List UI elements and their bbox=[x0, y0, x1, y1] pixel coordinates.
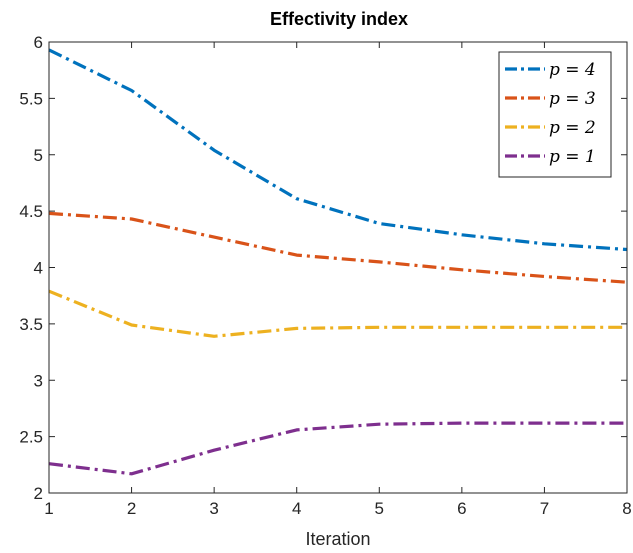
series-line-2 bbox=[48, 211, 628, 284]
axes: 1 2 3 4 5 6 7 822.533.544.555.56 bbox=[19, 33, 631, 518]
x-tick-label: 7 bbox=[540, 499, 549, 518]
y-tick-label: 3 bbox=[34, 371, 43, 390]
y-tick-label: 3.5 bbox=[19, 315, 43, 334]
y-tick-label: 5 bbox=[34, 146, 43, 165]
y-tick-label: 6 bbox=[34, 33, 43, 52]
series-line-4 bbox=[48, 421, 627, 476]
y-tick-label: 2.5 bbox=[19, 428, 43, 447]
legend-label: p = 3 bbox=[549, 89, 596, 109]
x-tick-label: 1 bbox=[44, 499, 53, 518]
x-tick-label: 6 bbox=[457, 499, 466, 518]
y-tick-label: 4.5 bbox=[19, 202, 43, 221]
series-layer bbox=[48, 48, 628, 476]
legend-label: p = 1 bbox=[549, 147, 596, 167]
legend-label: p = 2 bbox=[549, 118, 596, 138]
x-axis-title: Iteration bbox=[305, 529, 370, 549]
legend-box bbox=[498, 51, 612, 178]
y-tick-label: 4 bbox=[34, 259, 43, 278]
series-line-1 bbox=[48, 48, 628, 252]
legend-label: p = 4 bbox=[549, 60, 596, 80]
x-tick-label: 4 bbox=[292, 499, 301, 518]
x-tick-label: 2 bbox=[127, 499, 136, 518]
x-tick-label: 3 bbox=[209, 499, 218, 518]
series-line-3 bbox=[48, 289, 627, 338]
legend: p = 4 p = 3 p = 2 p = 1 bbox=[498, 51, 612, 178]
y-tick-label: 2 bbox=[34, 484, 43, 503]
y-tick-label: 5.5 bbox=[19, 89, 43, 108]
x-tick-label: 8 bbox=[622, 499, 631, 518]
x-tick-label: 5 bbox=[375, 499, 384, 518]
chart-title: Effectivity index bbox=[270, 9, 408, 29]
